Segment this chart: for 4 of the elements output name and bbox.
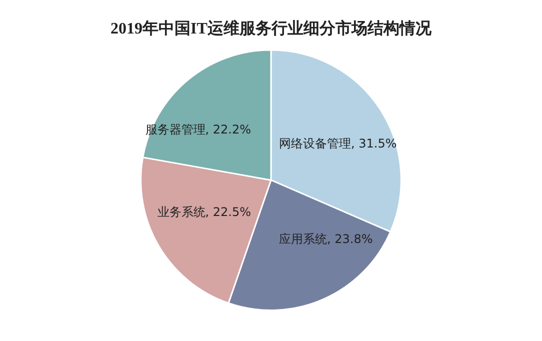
slice-label: 网络设备管理, 31.5% xyxy=(279,136,397,150)
slice-label: 业务系统, 22.5% xyxy=(157,205,251,220)
slice-label: 应用系统, 23.8% xyxy=(279,232,373,246)
chart-title: 2019年中国IT运维服务行业细分市场结构情况 xyxy=(110,20,432,38)
